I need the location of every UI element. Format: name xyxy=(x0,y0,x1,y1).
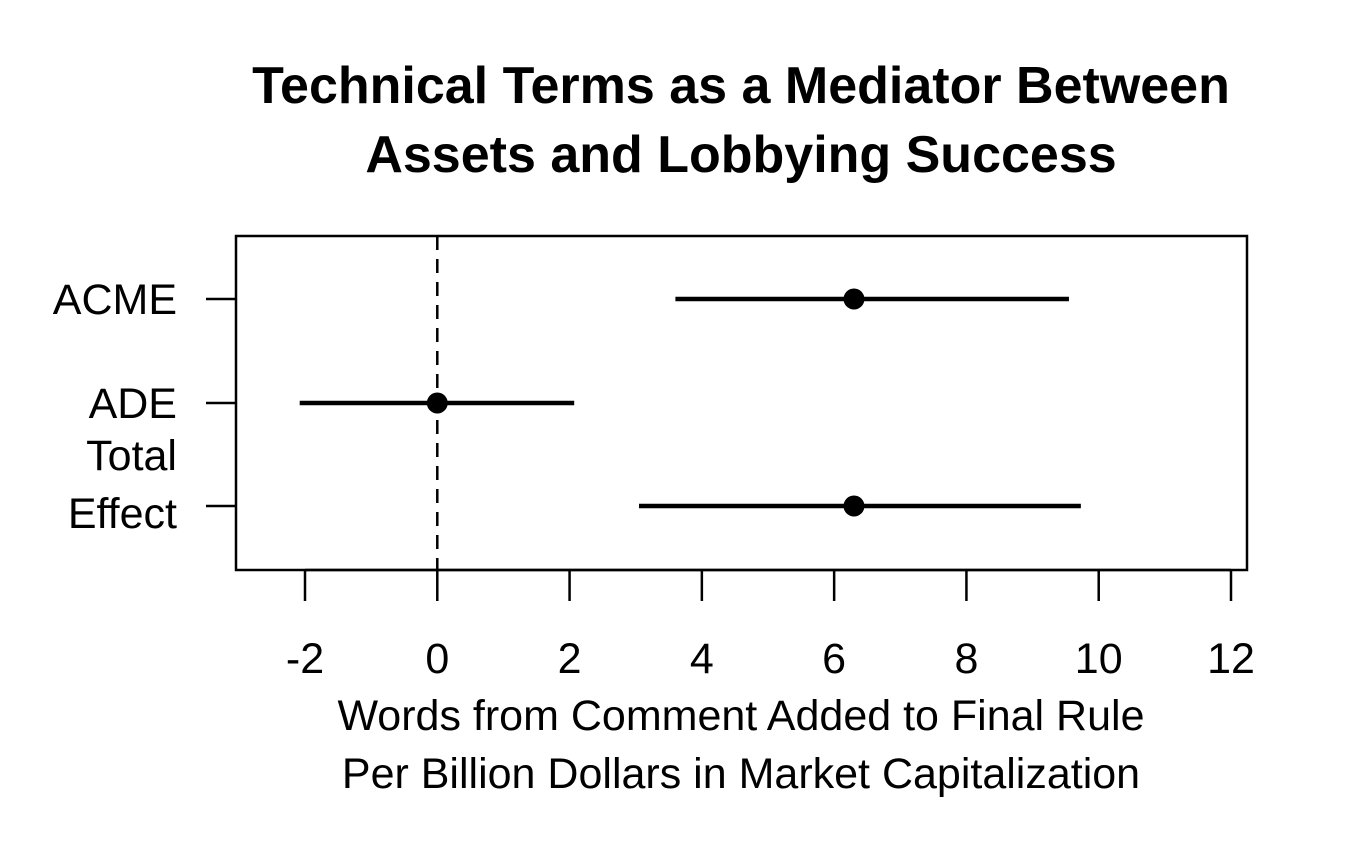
x-tick-label: 10 xyxy=(1075,635,1123,683)
x-tick-label: 8 xyxy=(954,635,978,683)
y-category-label: ACME xyxy=(53,276,177,324)
x-tick-label: 0 xyxy=(425,635,449,683)
x-axis: -2 0 2 4 6 8 10 12 xyxy=(286,568,1255,683)
x-tick-label: -2 xyxy=(286,635,324,683)
chart-title-line-1: Technical Terms as a Mediator Between xyxy=(252,57,1230,115)
estimate-marks xyxy=(299,288,1081,517)
x-tick-label: 6 xyxy=(822,635,846,683)
x-tick-label: 4 xyxy=(690,635,714,683)
x-tick-label: 12 xyxy=(1207,635,1255,683)
chart-title-line-2: Assets and Lobbying Success xyxy=(365,126,1116,184)
y-category-label: Effect xyxy=(68,490,177,538)
point-estimate xyxy=(843,288,865,310)
x-tick-label: 2 xyxy=(558,635,582,683)
point-estimate xyxy=(843,495,865,517)
y-category-label: Total xyxy=(86,432,177,480)
x-axis-label-line-1: Words from Comment Added to Final Rule xyxy=(338,692,1145,740)
point-estimate xyxy=(426,392,448,414)
y-category-label: ADE xyxy=(89,380,177,428)
x-axis-label-line-2: Per Billion Dollars in Market Capitaliza… xyxy=(342,750,1140,798)
